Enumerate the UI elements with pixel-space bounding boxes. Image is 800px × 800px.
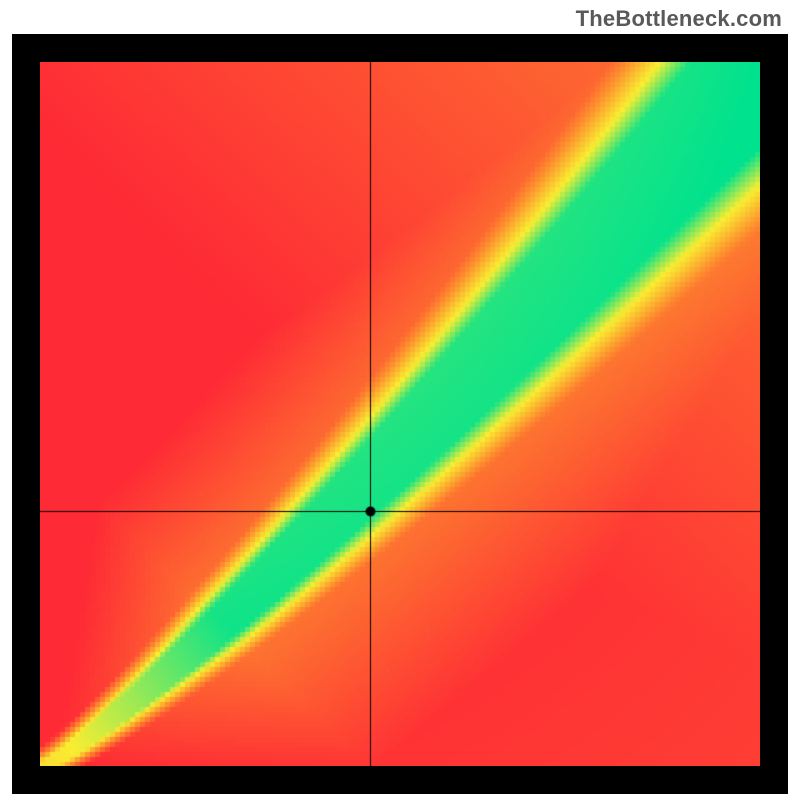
watermark-text: TheBottleneck.com [576,6,782,32]
bottleneck-heatmap [40,62,760,766]
